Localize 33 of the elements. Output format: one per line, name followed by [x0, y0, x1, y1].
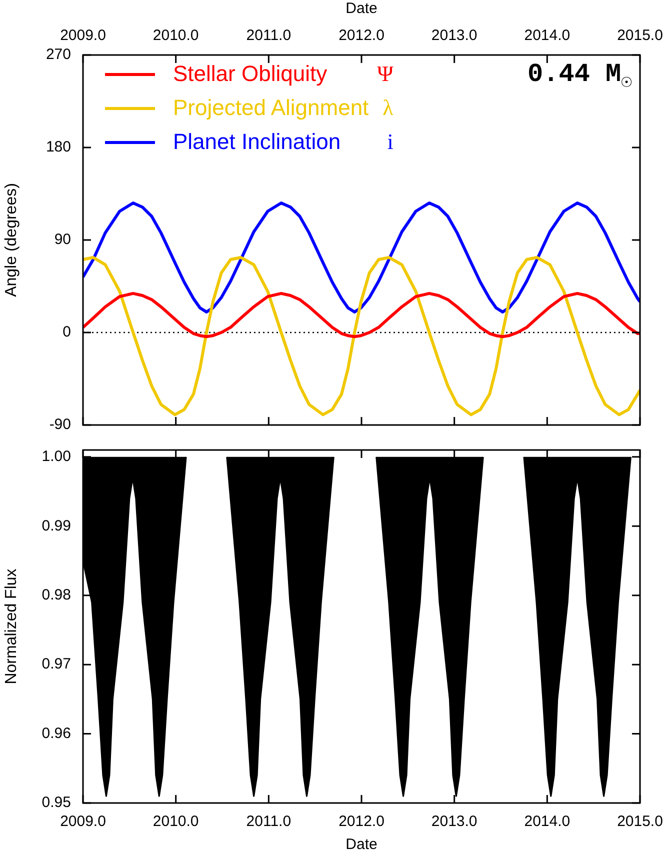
x-tick-label: 2010.0 [152, 813, 199, 830]
y-tick-label: 0.98 [42, 586, 71, 604]
x-tick-label: 2011.0 [246, 813, 292, 830]
x-tick-label: 2014.0 [524, 813, 570, 830]
y-tick-label: 0.95 [42, 794, 71, 812]
y-tick-label: 0.97 [42, 656, 71, 673]
x-tick-label: 2010.0 [152, 27, 199, 44]
y-tick-label: 0 [62, 324, 71, 341]
x-tick-label: 2015.0 [617, 27, 663, 44]
x-axis-title: Date [346, 836, 378, 854]
y-tick-label: 0.99 [42, 517, 71, 534]
x-tick-label: 2012.0 [338, 813, 384, 830]
x-tick-label: 2009.0 [60, 813, 106, 830]
y-tick-label: 180 [46, 138, 71, 156]
x-tick-label: 2014.0 [524, 27, 570, 44]
y-tick-label: -90 [49, 416, 71, 434]
y-tick-label: 90 [54, 231, 71, 248]
y-axis-title: Angle (degrees) [3, 183, 20, 297]
y-axis-title: Normalized Flux [3, 568, 20, 684]
legend-label: Projected Alignment λ [173, 94, 394, 122]
y-tick-label: 0.96 [42, 724, 71, 742]
text: Planet Inclination i [173, 129, 394, 154]
x-tick-label: 2012.0 [338, 27, 384, 44]
y-tick-label: 270 [46, 46, 71, 64]
text: Stellar Obliquity Ψ [173, 61, 394, 86]
annotation: 0.44 M$_{☉}$ [528, 59, 632, 94]
x-tick-label: 2013.0 [431, 813, 478, 830]
x-tick-label: 2013.0 [431, 27, 478, 44]
x-tick-label: 2011.0 [246, 27, 292, 44]
y-tick-label: 1.00 [42, 448, 71, 466]
x-tick-label: 2015.0 [617, 813, 663, 830]
x-tick-label: 2009.0 [60, 27, 106, 44]
x-axis-title: Date [346, 0, 378, 18]
